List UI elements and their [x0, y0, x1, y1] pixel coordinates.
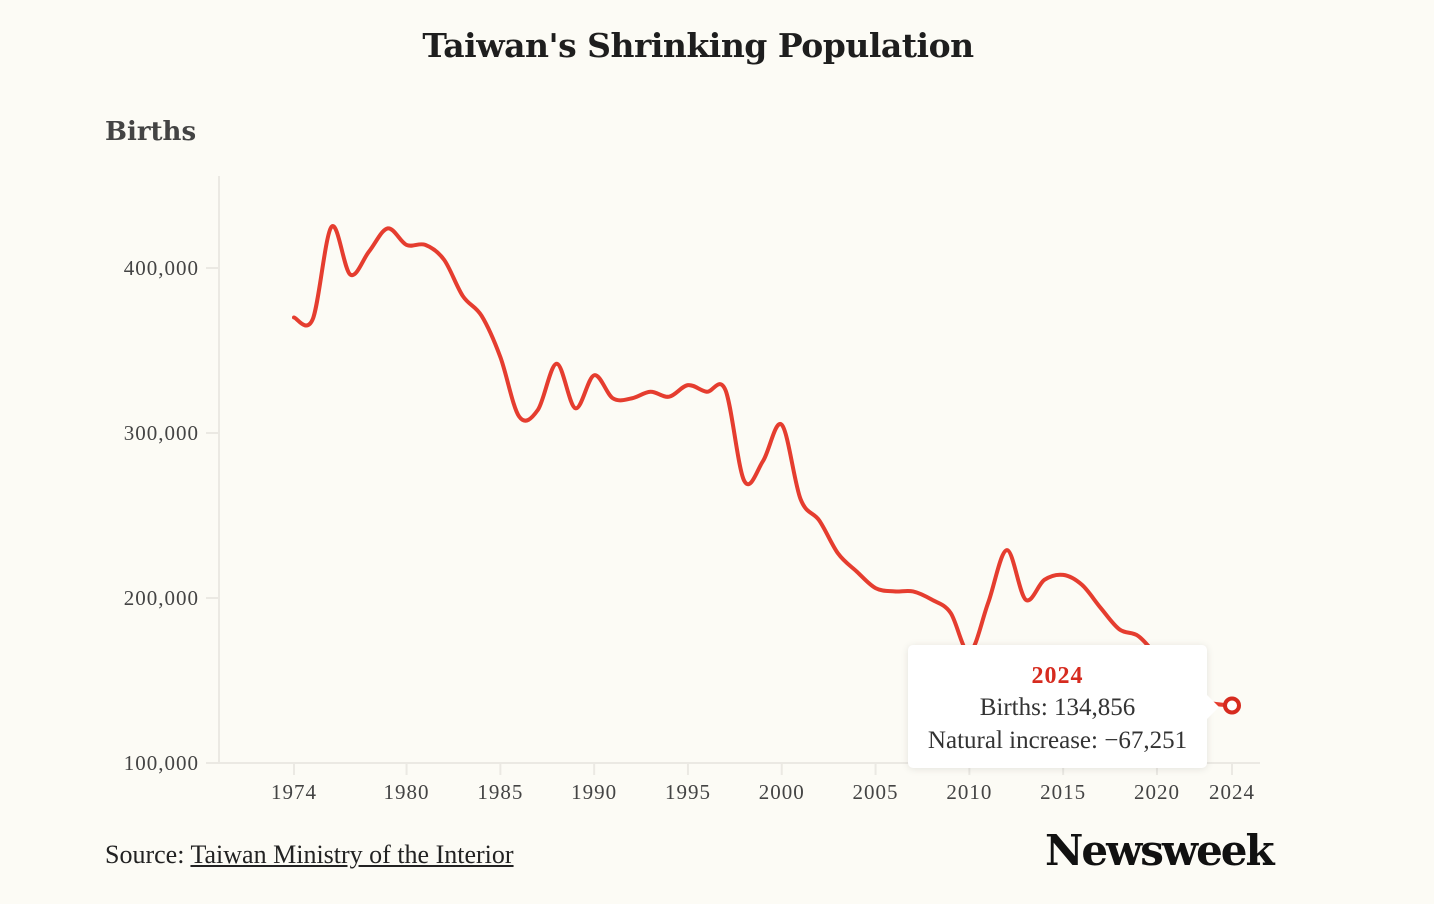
y-axis-ticks: 100,000 200,000 300,000 400,000 [124, 256, 219, 775]
x-tick-label: 2010 [946, 780, 992, 804]
births-series-line [292, 224, 1234, 708]
x-tick-label: 2015 [1040, 780, 1086, 804]
y-tick-label: 300,000 [124, 421, 199, 445]
tooltip-natural-increase: Natural increase: −67,251 [927, 727, 1188, 754]
newsweek-logo: Newsweek [1045, 826, 1275, 875]
tooltip-arrow [1207, 695, 1219, 719]
x-tick-label: 1990 [571, 780, 617, 804]
highlight-marker-2024[interactable] [1223, 696, 1241, 715]
data-tooltip: 2024 Births: 134,856 Natural increase: −… [908, 645, 1219, 768]
x-tick-label: 1974 [271, 780, 317, 804]
x-tick-label: 1980 [384, 780, 430, 804]
y-tick-label: 400,000 [124, 256, 199, 280]
x-tick-label: 2000 [759, 780, 805, 804]
x-tick-label: 1985 [477, 780, 523, 804]
x-tick-label: 2024 [1209, 780, 1255, 804]
source-link[interactable]: Taiwan Ministry of the Interior [190, 840, 514, 869]
x-tick-label: 1995 [665, 780, 711, 804]
x-tick-label: 2020 [1134, 780, 1180, 804]
tooltip-births: Births: 134,856 [979, 694, 1136, 721]
source-note: Source: Taiwan Ministry of the Interior [105, 840, 514, 870]
y-axis-title: Births [105, 117, 197, 147]
x-tick-label: 2005 [853, 780, 899, 804]
y-tick-label: 100,000 [124, 751, 199, 775]
x-axis-ticks: 1974 1980 1985 1990 1995 2000 2005 2010 2015 2020… [271, 763, 1255, 804]
tooltip-year: 2024 [1031, 663, 1084, 689]
y-tick-label: 200,000 [124, 586, 199, 610]
chart-title: Taiwan's Shrinking Population [422, 26, 974, 65]
source-prefix: Source: [105, 840, 191, 869]
